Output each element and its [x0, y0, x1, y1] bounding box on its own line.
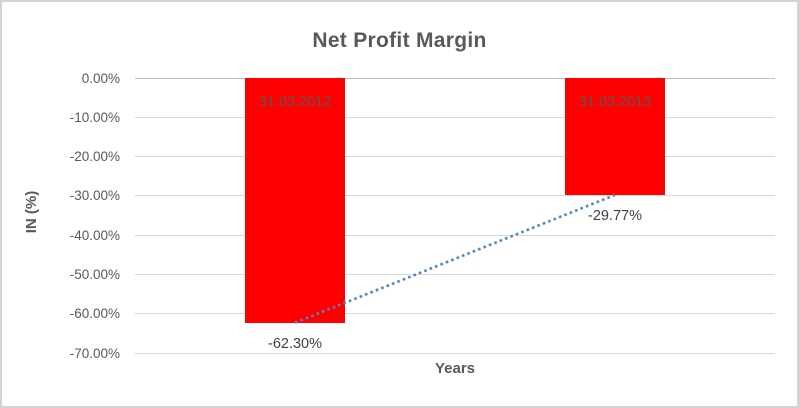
bar-category-label: 31.03.2013 — [578, 94, 652, 110]
gridline — [135, 352, 775, 354]
bar-value-label: -29.77% — [587, 207, 642, 224]
gridline — [135, 313, 775, 315]
x-axis-title: Years — [434, 360, 476, 377]
bar-value-label: -62.30% — [267, 335, 322, 352]
y-tick-label: -70.00% — [69, 345, 120, 361]
y-tick-label: -10.00% — [69, 109, 120, 125]
zero-axis-line — [135, 77, 775, 79]
bar-31.03.2012 — [245, 78, 345, 323]
bar-category-label: 31.03.2012 — [258, 94, 332, 110]
y-tick-label: -60.00% — [69, 306, 120, 322]
gridline — [135, 234, 775, 236]
y-axis-title: IN (%) — [23, 190, 40, 234]
y-tick-label: -40.00% — [69, 227, 120, 243]
y-tick-label: -50.00% — [69, 266, 120, 282]
y-tick-label: -20.00% — [69, 149, 120, 165]
y-tick-label: 0.00% — [81, 70, 120, 86]
chart-title: Net Profit Margin — [312, 29, 487, 52]
gridline — [135, 195, 775, 197]
gridline — [135, 273, 775, 275]
gridline — [135, 116, 775, 118]
bar-31.03.2013 — [565, 78, 665, 195]
y-tick-label: -30.00% — [69, 188, 120, 204]
gridline — [135, 156, 775, 158]
